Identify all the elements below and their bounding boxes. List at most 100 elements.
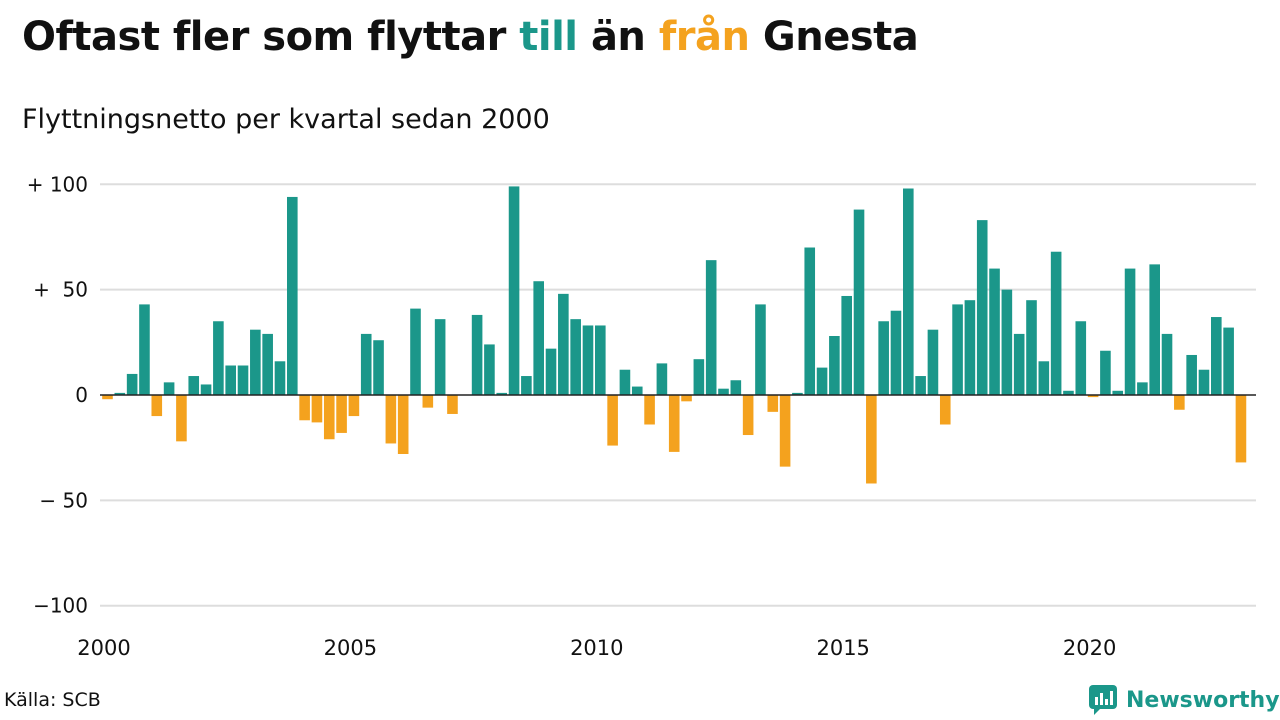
bar-inflow [927, 329, 939, 395]
bar-inflow [841, 295, 852, 395]
bar-inflow [952, 304, 963, 395]
bar-inflow [976, 220, 988, 395]
bar-inflow [508, 186, 520, 395]
y-tick-label: −100 [33, 594, 88, 618]
bar-inflow [619, 369, 631, 395]
bar-inflow [1198, 369, 1210, 395]
bar-inflow [582, 325, 594, 395]
bar-outflow [866, 395, 877, 484]
bar-inflow [1161, 333, 1173, 395]
bar-outflow [447, 395, 458, 414]
x-tick-label: 2000 [77, 636, 130, 660]
bar-inflow [213, 321, 224, 395]
bar-outflow [176, 395, 187, 442]
bar-inflow [225, 365, 236, 395]
bar-inflow [890, 310, 902, 395]
bar-outflow [151, 395, 163, 417]
bar-outflow [644, 395, 655, 425]
bar-inflow [1112, 390, 1124, 395]
bar-inflow [200, 384, 212, 395]
y-tick-label: 0 [75, 383, 88, 407]
brand[interactable]: Newsworthy [1088, 684, 1280, 716]
bar-inflow [1186, 354, 1197, 395]
bar-inflow [188, 376, 200, 395]
bar-inflow [915, 376, 926, 395]
bar-inflow [730, 380, 742, 395]
bar-inflow [1149, 264, 1160, 395]
brand-name: Newsworthy [1126, 687, 1280, 713]
bar-inflow [262, 333, 273, 395]
bar-inflow [1001, 289, 1013, 395]
bar-inflow [1137, 382, 1148, 395]
bars [102, 186, 1247, 484]
bar-inflow [1075, 321, 1087, 395]
x-tick-label: 2015 [816, 636, 869, 660]
bar-outflow [422, 395, 434, 408]
bar-inflow [829, 336, 840, 395]
bar-outflow [779, 395, 791, 467]
bar-inflow [878, 321, 889, 395]
bar-inflow [705, 260, 717, 395]
bar-inflow [114, 392, 126, 395]
bar-inflow [964, 300, 976, 396]
bar-inflow [1026, 300, 1037, 396]
bar-inflow [163, 382, 175, 395]
x-tick-label: 2010 [570, 636, 623, 660]
bar-inflow [656, 363, 668, 395]
bar-inflow [274, 361, 286, 395]
bar-outflow [385, 395, 397, 444]
bar-inflow [360, 333, 372, 395]
newsworthy-logo-icon [1089, 685, 1117, 715]
bar-inflow [1038, 361, 1050, 395]
bar-outflow [767, 395, 779, 412]
bar-outflow [668, 395, 680, 452]
bar-inflow [410, 308, 421, 395]
bar-inflow [631, 386, 643, 395]
y-tick-label: − 50 [39, 488, 88, 512]
bar-inflow [126, 373, 138, 395]
bar-inflow [1124, 268, 1136, 395]
bar-inflow [558, 293, 569, 395]
grid-lines [100, 183, 1256, 607]
bar-inflow [1063, 390, 1074, 395]
bar-chart: + 100 + 50 0 − 50 −100 2000 2005 2010 2015 2020 [27, 172, 1256, 660]
y-tick-label: + 100 [27, 172, 88, 196]
bar-inflow [471, 314, 483, 395]
bar-inflow [853, 209, 865, 395]
bar-inflow [804, 247, 816, 395]
bar-inflow [792, 392, 803, 395]
title-word-in: till [519, 14, 578, 60]
bar-inflow [484, 344, 495, 395]
bar-inflow [1050, 251, 1062, 395]
bar-inflow [1100, 350, 1111, 395]
bar-inflow [545, 348, 557, 395]
bar-inflow [373, 340, 384, 395]
bar-inflow [570, 319, 581, 395]
title-text-end: Gnesta [749, 14, 919, 60]
bar-inflow [287, 196, 298, 395]
bar-inflow [816, 367, 828, 395]
chart-subtitle: Flyttningsnetto per kvartal sedan 2000 [22, 104, 550, 135]
bar-outflow [397, 395, 409, 454]
bar-outflow [681, 395, 692, 402]
bar-outflow [1235, 395, 1247, 463]
bar-outflow [299, 395, 310, 421]
x-tick-label: 2020 [1063, 636, 1116, 660]
bar-inflow [718, 388, 729, 395]
axes: + 100 + 50 0 − 50 −100 2000 2005 2010 2015 2020 [27, 172, 1256, 660]
title-text-start: Oftast fler som flyttar [22, 14, 520, 60]
bar-inflow [903, 188, 914, 395]
bar-inflow [693, 359, 705, 395]
bar-inflow [237, 365, 249, 395]
bar-inflow [139, 304, 150, 395]
bar-inflow [533, 281, 544, 395]
bar-outflow [323, 395, 335, 440]
bar-outflow [1174, 395, 1185, 410]
bar-inflow [1223, 327, 1234, 395]
bar-inflow [434, 319, 446, 395]
bar-outflow [1087, 395, 1099, 398]
bar-outflow [336, 395, 347, 433]
bar-inflow [1211, 317, 1222, 395]
bar-inflow [755, 304, 766, 395]
bar-inflow [1013, 333, 1025, 395]
